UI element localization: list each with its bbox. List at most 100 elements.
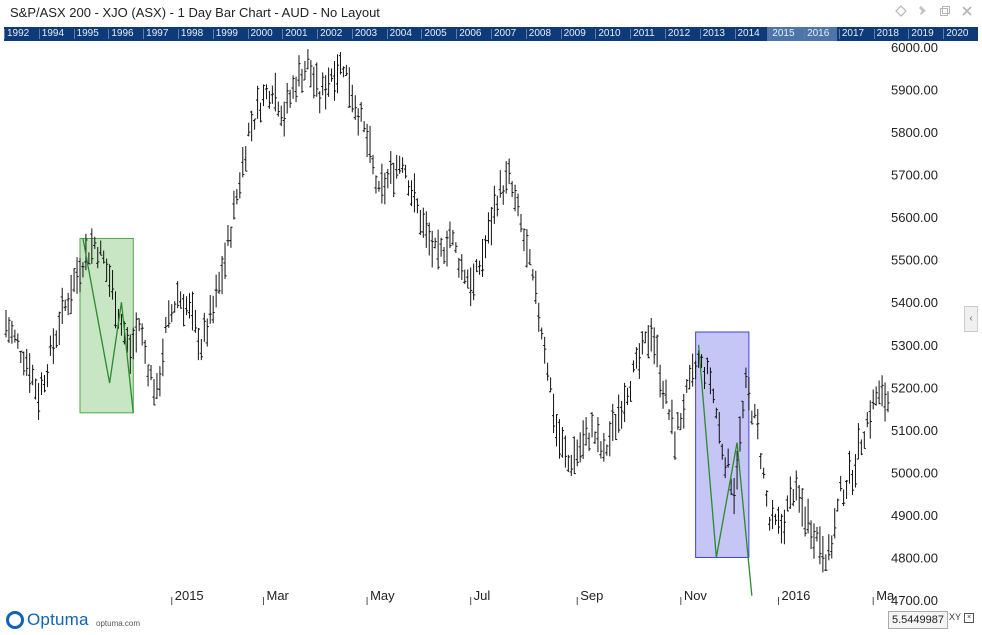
xy-checkbox[interactable]: × — [964, 613, 974, 623]
navigator-year[interactable]: 2019 — [911, 28, 934, 39]
navigator-year[interactable]: 2013 — [702, 28, 725, 39]
x-tick-label: Sep — [580, 588, 603, 603]
navigator-selection[interactable] — [767, 27, 837, 41]
window-controls — [894, 4, 974, 18]
y-tick-label: 5700.00 — [891, 168, 938, 183]
status-bar: Optuma optuma.com 5.5449987 XY × — [0, 606, 982, 635]
navigator-separator — [838, 29, 840, 39]
logo-url: optuma.com — [96, 619, 141, 628]
navigator-separator — [212, 29, 214, 39]
cursor-value: 5.5449987 — [888, 611, 948, 629]
navigator-year[interactable]: 2005 — [424, 28, 447, 39]
navigator-year[interactable]: 1999 — [215, 28, 238, 39]
pin-icon[interactable] — [916, 4, 930, 18]
chart-svg[interactable]: 4700.00 4800.00 4900.00 5000.00 5100.00 5200.… — [4, 43, 978, 605]
y-tick-label: 5000.00 — [891, 465, 938, 480]
y-tick-label: 5100.00 — [891, 423, 938, 438]
x-tick-label: Mar — [266, 588, 289, 603]
navigator-separator — [143, 29, 145, 39]
navigator-separator — [769, 29, 771, 39]
optuma-logo-icon — [6, 611, 24, 629]
y-tick-label: 6000.00 — [891, 43, 938, 55]
navigator-separator — [873, 29, 875, 39]
diamond-icon[interactable] — [894, 4, 908, 18]
navigator-year[interactable]: 2002 — [320, 28, 343, 39]
navigator-separator — [456, 29, 458, 39]
navigator-year[interactable]: 2001 — [285, 28, 308, 39]
navigator-separator — [421, 29, 423, 39]
y-tick-label: 5400.00 — [891, 295, 938, 310]
x-tick-label: May — [370, 588, 395, 603]
x-tick-label: Nov — [684, 588, 708, 603]
panel-collapse-tab[interactable]: ‹ — [964, 306, 978, 332]
y-tick-label: 5200.00 — [891, 380, 938, 395]
navigator-separator — [943, 29, 945, 39]
navigator-year[interactable]: 2000 — [250, 28, 273, 39]
navigator-year[interactable]: 1996 — [111, 28, 134, 39]
navigator-year[interactable]: 2016 — [807, 28, 830, 39]
navigator-year[interactable]: 2009 — [563, 28, 586, 39]
navigator-year[interactable]: 2017 — [841, 28, 865, 39]
x-tick-label: 2015 — [175, 588, 204, 603]
y-tick-label: 5500.00 — [891, 253, 938, 268]
navigator-year[interactable]: 1997 — [146, 28, 169, 39]
navigator-year[interactable]: 2004 — [389, 28, 412, 39]
navigator-separator — [595, 29, 597, 39]
navigator-year[interactable]: 2014 — [737, 28, 760, 39]
logo-text: Optuma — [27, 610, 89, 629]
navigator-year[interactable]: 1995 — [76, 28, 99, 39]
navigator-year[interactable]: 1992 — [7, 28, 30, 39]
navigator-separator — [560, 29, 562, 39]
navigator-separator — [664, 29, 666, 39]
chart-title: S&P/ASX 200 - XJO (ASX) - 1 Day Bar Char… — [10, 5, 380, 20]
x-tick-label: Ma — [876, 588, 895, 603]
navigator-year[interactable]: 1994 — [41, 28, 65, 39]
blue-zigzag[interactable] — [697, 344, 753, 596]
navigator-separator — [282, 29, 284, 39]
navigator-year[interactable]: 1998 — [180, 28, 204, 39]
close-icon[interactable] — [960, 4, 974, 18]
navigator-separator — [317, 29, 319, 39]
x-tick-label: Jul — [474, 588, 491, 603]
navigator-separator — [734, 29, 736, 39]
x-tick-label: 2016 — [781, 588, 810, 603]
navigator-year[interactable]: 2015 — [772, 28, 795, 39]
y-tick-label: 4900.00 — [891, 508, 938, 523]
y-tick-label: 5600.00 — [891, 210, 938, 225]
navigator-separator — [108, 29, 110, 39]
year-navigator[interactable]: 1992 1994 1995 1996 1997 1998 1999 2000 2001 2002… — [4, 27, 978, 41]
navigator-year[interactable]: 2012 — [667, 28, 691, 39]
navigator-separator — [491, 29, 492, 39]
green-zigzag[interactable] — [82, 238, 134, 413]
navigator-separator — [4, 29, 5, 39]
navigator-separator — [247, 29, 249, 39]
navigator-year[interactable]: 2011 — [633, 28, 655, 39]
navigator-year[interactable]: 2006 — [459, 28, 482, 39]
navigator-separator — [804, 29, 806, 39]
navigator-separator — [351, 29, 353, 39]
optuma-logo: Optuma — [6, 610, 89, 630]
navigator-year[interactable]: 2018 — [876, 28, 899, 39]
navigator-separator — [525, 29, 527, 39]
y-tick-label: 4800.00 — [891, 550, 938, 565]
navigator-separator — [630, 29, 632, 39]
price-chart[interactable]: 4700.00 4800.00 4900.00 5000.00 5100.00 5200.… — [4, 43, 978, 605]
navigator-year[interactable]: 2020 — [946, 28, 969, 39]
navigator-separator — [386, 29, 388, 39]
y-tick-label: 5300.00 — [891, 338, 938, 353]
navigator-separator — [177, 29, 179, 39]
navigator-separator — [699, 29, 701, 39]
window-titlebar: S&P/ASX 200 - XJO (ASX) - 1 Day Bar Char… — [0, 0, 982, 26]
navigator-year[interactable]: 2007 — [494, 28, 517, 39]
y-tick-label: 5900.00 — [891, 83, 938, 98]
xy-label: XY — [948, 612, 961, 622]
navigator-year[interactable]: 2003 — [354, 28, 378, 39]
y-tick-label: 5800.00 — [891, 125, 938, 140]
navigator-separator — [38, 29, 40, 39]
navigator-year[interactable]: 2010 — [598, 28, 621, 39]
restore-icon[interactable] — [938, 4, 952, 18]
navigator-separator — [908, 29, 910, 39]
navigator-separator — [73, 29, 75, 39]
y-tick-label: 4700.00 — [891, 593, 938, 605]
navigator-year[interactable]: 2008 — [528, 28, 552, 39]
